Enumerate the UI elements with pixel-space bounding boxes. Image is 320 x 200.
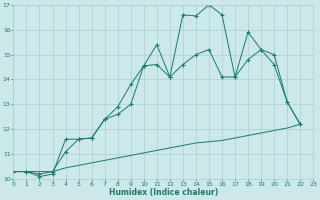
X-axis label: Humidex (Indice chaleur): Humidex (Indice chaleur) bbox=[109, 188, 218, 197]
